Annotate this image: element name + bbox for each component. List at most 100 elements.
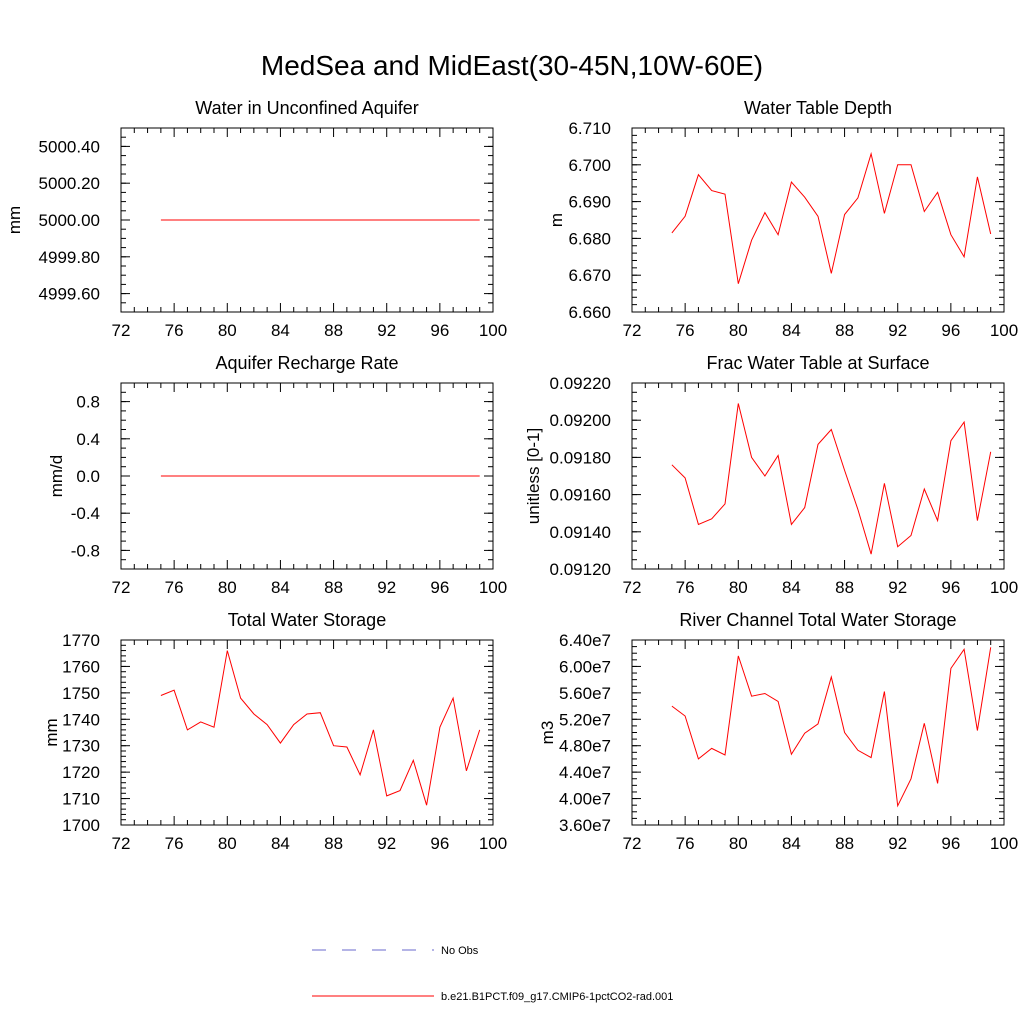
x-tick-label: 80 [218, 321, 237, 340]
y-axis-label: unitless [0-1] [524, 428, 543, 524]
panel-title: Water Table Depth [744, 98, 892, 118]
panel-4: Frac Water Table at Surface unitless [0-1… [524, 353, 1018, 597]
x-tick-label: 88 [324, 321, 343, 340]
x-tick-label: 88 [835, 834, 854, 853]
plot-frame [631, 382, 1005, 570]
x-tick-label: 84 [782, 578, 801, 597]
panel-title: Aquifer Recharge Rate [215, 353, 398, 373]
plot-frame [120, 639, 494, 826]
panel-6: River Channel Total Water Storage m3 72 76 8… [538, 610, 1018, 853]
x-tick-label: 88 [324, 834, 343, 853]
y-tick-label: 4999.60 [39, 285, 100, 304]
y-tick-label: 1740 [62, 710, 100, 729]
legend-model-label: b.e21.B1PCT.f09_g17.CMIP6-1pctCO2-rad.00… [441, 991, 673, 1003]
y-tick-label: -0.4 [71, 504, 100, 523]
main-title: MedSea and MidEast(30-45N,10W-60E) [260, 50, 764, 81]
y-tick-label: -0.8 [71, 541, 100, 560]
y-axis-label: m3 [538, 721, 557, 745]
plot-frame [631, 127, 1005, 313]
panel-5: Total Water Storage mm 72 76 80 84 88 92 96 100 17… [42, 610, 507, 853]
y-tick-label: 1710 [62, 790, 100, 809]
y-tick-label: 5000.00 [39, 211, 100, 230]
x-tick-label: 100 [479, 834, 507, 853]
x-tick-label: 88 [324, 578, 343, 597]
panel-3: Aquifer Recharge Rate mm/d 72 76 80 84 88 92 96 1… [47, 353, 507, 597]
legend-obs-label: No Obs [441, 945, 479, 957]
x-tick-label: 96 [941, 321, 960, 340]
y-tick-label: 5000.20 [39, 174, 100, 193]
x-tick-label: 72 [623, 834, 642, 853]
x-tick-label: 92 [377, 321, 396, 340]
y-tick-label: 0.4 [76, 430, 100, 449]
x-tick-label: 84 [271, 321, 290, 340]
x-tick-label: 80 [729, 578, 748, 597]
y-tick-label: 6.710 [568, 119, 611, 138]
y-tick-label: 4.00e7 [559, 790, 611, 809]
x-tick-label: 92 [888, 321, 907, 340]
y-tick-label: 1700 [62, 816, 100, 835]
y-tick-label: 5.60e7 [559, 684, 611, 703]
y-tick-label: 1750 [62, 684, 100, 703]
x-tick-label: 76 [165, 578, 184, 597]
x-tick-label: 92 [377, 834, 396, 853]
x-tick-label: 84 [782, 321, 801, 340]
y-axis-label: mm/d [47, 455, 66, 498]
y-tick-label: 0.8 [76, 393, 100, 412]
x-tick-label: 96 [430, 834, 449, 853]
y-axis-label: mm [42, 718, 61, 746]
x-tick-label: 100 [990, 578, 1018, 597]
y-tick-label: 1760 [62, 657, 100, 676]
series-line [671, 151, 992, 284]
y-tick-label: 6.690 [568, 193, 611, 212]
series-line [160, 650, 481, 806]
y-tick-label: 1720 [62, 763, 100, 782]
x-tick-label: 96 [941, 578, 960, 597]
x-tick-label: 76 [165, 321, 184, 340]
x-tick-label: 92 [377, 578, 396, 597]
x-tick-label: 76 [165, 834, 184, 853]
y-tick-label: 6.660 [568, 303, 611, 322]
y-tick-label: 6.680 [568, 229, 611, 248]
y-tick-label: 5000.40 [39, 137, 100, 156]
x-tick-label: 84 [271, 834, 290, 853]
y-tick-label: 0.09220 [550, 374, 611, 393]
y-tick-label: 0.09160 [550, 486, 611, 505]
panel-title: Frac Water Table at Surface [706, 353, 929, 373]
x-tick-label: 96 [941, 834, 960, 853]
y-tick-label: 0.09200 [550, 411, 611, 430]
x-tick-label: 88 [835, 578, 854, 597]
legend: No Obs b.e21.B1PCT.f09_g17.CMIP6-1pctCO2… [312, 945, 673, 1003]
panel-title: Total Water Storage [228, 610, 386, 630]
panel-title: River Channel Total Water Storage [679, 610, 956, 630]
y-tick-label: 4.40e7 [559, 763, 611, 782]
x-tick-label: 100 [479, 321, 507, 340]
y-tick-label: 1730 [62, 737, 100, 756]
series-line [671, 403, 992, 555]
y-tick-label: 6.00e7 [559, 657, 611, 676]
y-tick-label: 0.09140 [550, 523, 611, 542]
x-tick-label: 76 [676, 578, 695, 597]
x-tick-label: 96 [430, 321, 449, 340]
y-tick-label: 4999.80 [39, 248, 100, 267]
x-tick-label: 100 [479, 578, 507, 597]
y-tick-label: 6.700 [568, 156, 611, 175]
x-tick-label: 72 [112, 321, 131, 340]
x-tick-label: 100 [990, 321, 1018, 340]
x-tick-label: 84 [782, 834, 801, 853]
x-tick-label: 80 [729, 321, 748, 340]
y-tick-label: 5.20e7 [559, 710, 611, 729]
series-line [671, 647, 992, 808]
x-tick-label: 92 [888, 578, 907, 597]
x-tick-label: 96 [430, 578, 449, 597]
panel-2: Water Table Depth m 72 76 80 84 88 92 96 100 6.660… [547, 98, 1018, 340]
x-tick-label: 72 [623, 578, 642, 597]
x-tick-label: 76 [676, 834, 695, 853]
x-tick-label: 84 [271, 578, 290, 597]
plot-frame [631, 639, 1005, 826]
x-tick-label: 80 [729, 834, 748, 853]
x-tick-label: 72 [112, 834, 131, 853]
y-tick-label: 0.09120 [550, 560, 611, 579]
y-tick-label: 6.670 [568, 266, 611, 285]
y-tick-label: 6.40e7 [559, 631, 611, 650]
